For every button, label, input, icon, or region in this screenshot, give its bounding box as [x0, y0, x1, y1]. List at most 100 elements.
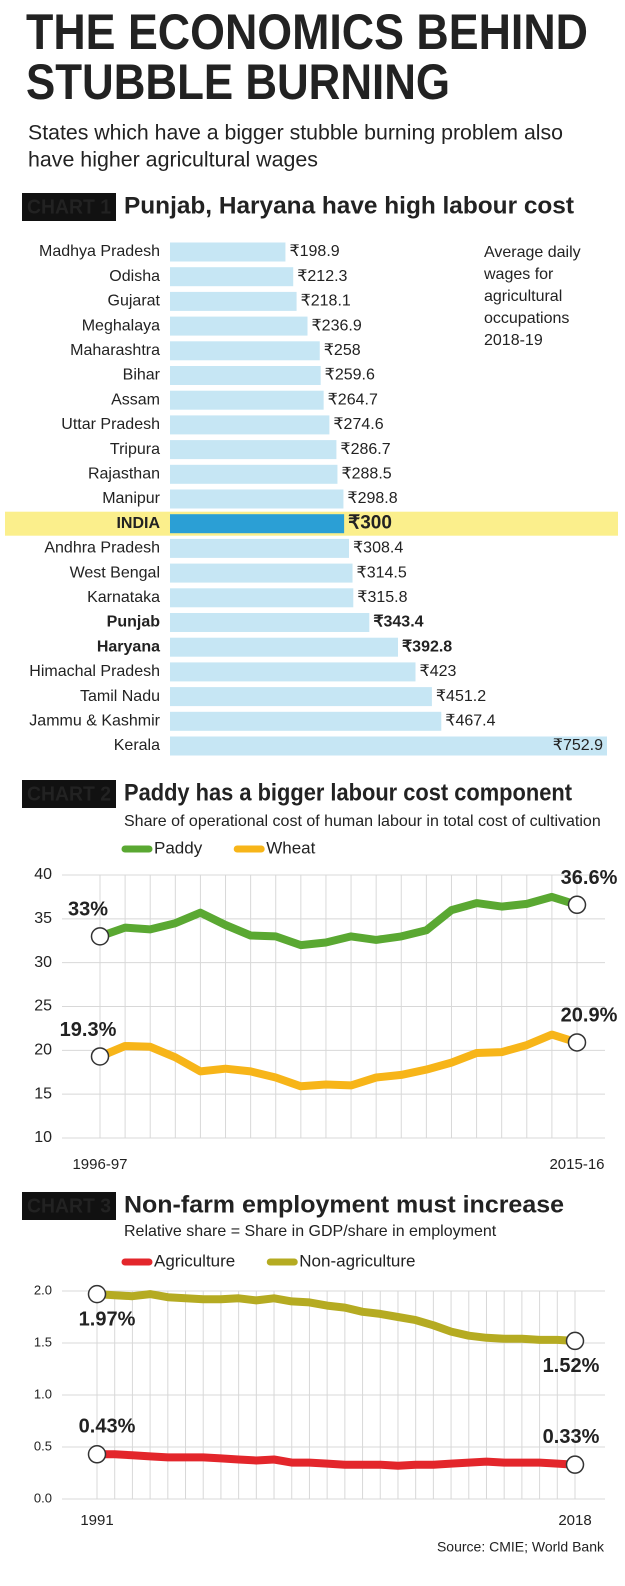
note: Average daily — [484, 244, 581, 261]
line — [96, 892, 581, 950]
chart-title: Paddy has a bigger labour cost component — [124, 779, 572, 806]
category-label: Tripura — [110, 441, 160, 458]
x-tick-label: 2015-16 — [549, 1156, 604, 1173]
value-label: 1.97% — [79, 1308, 136, 1330]
subtitle-line: have higher agricultural wages — [28, 149, 318, 172]
category-label: Andhra Pradesh — [44, 540, 160, 557]
line — [93, 1450, 579, 1470]
chart-label: CHART 2 — [27, 783, 111, 805]
end-point — [565, 1455, 585, 1474]
y-tick-label: 25 — [34, 998, 52, 1015]
legend-label: Agriculture — [154, 1251, 235, 1270]
y-tick-label: 30 — [34, 954, 52, 971]
category-label: West Bengal — [70, 564, 160, 581]
value-label: ₹300 — [348, 513, 392, 534]
value-label: ₹392.8 — [402, 638, 452, 655]
chart-label: CHART 3 — [27, 1195, 111, 1217]
y-tick-label: 35 — [34, 910, 52, 927]
category-label: INDIA — [116, 515, 160, 532]
y-tick-label: 10 — [34, 1129, 52, 1146]
value-label: ₹752.9 — [553, 737, 603, 754]
legend-label: Non-agriculture — [299, 1251, 415, 1270]
value-label: ₹288.5 — [341, 466, 391, 483]
bar — [170, 316, 308, 336]
bar — [170, 736, 607, 756]
legend-label: Wheat — [266, 838, 315, 857]
end-point — [567, 1033, 587, 1052]
source: Source: CMIE; World Bank — [437, 1539, 605, 1555]
value-label: 0.43% — [79, 1416, 136, 1438]
y-tick-label: 40 — [34, 866, 52, 883]
legend-label: Paddy — [154, 838, 203, 857]
bar — [170, 390, 324, 410]
value-label: 33% — [68, 899, 108, 921]
value-label: ₹315.8 — [357, 589, 407, 606]
category-label: Madhya Pradesh — [39, 243, 160, 260]
bar — [170, 464, 338, 484]
bar — [170, 341, 320, 361]
value-label: 1.52% — [543, 1355, 600, 1377]
note: 2018-19 — [484, 332, 543, 349]
end-point — [565, 1331, 585, 1351]
bar — [170, 440, 337, 460]
end-point — [87, 1284, 107, 1304]
y-tick-label: 0.0 — [34, 1490, 52, 1505]
x-tick-label: 1996-97 — [72, 1156, 127, 1173]
value-label: ₹258 — [324, 342, 361, 359]
subtitle-line: States which have a bigger stubble burni… — [28, 122, 563, 145]
title-line: THE ECONOMICS BEHIND — [26, 4, 588, 60]
value-label: ₹451.2 — [436, 688, 486, 705]
title-line: STUBBLE BURNING — [26, 54, 450, 110]
category-label: Bihar — [123, 367, 161, 384]
value-label: ₹298.8 — [347, 490, 397, 507]
value-label: ₹198.9 — [289, 243, 339, 260]
end-point — [567, 895, 587, 915]
category-label: Odisha — [109, 268, 160, 285]
y-tick-label: 2.0 — [34, 1282, 52, 1297]
y-tick-label: 20 — [34, 1042, 52, 1059]
value-label: ₹212.3 — [297, 268, 347, 285]
note: wages for — [483, 266, 554, 283]
category-label: Gujarat — [108, 293, 161, 310]
category-label: Uttar Pradesh — [61, 416, 160, 433]
y-tick-label: 1.0 — [34, 1386, 52, 1401]
value-label: ₹218.1 — [301, 293, 351, 310]
value-label: ₹343.4 — [373, 614, 423, 631]
bar — [170, 687, 432, 707]
end-point — [87, 1445, 107, 1464]
bar — [170, 662, 416, 682]
end-point — [90, 927, 110, 946]
value-label: ₹286.7 — [340, 441, 390, 458]
value-label: ₹423 — [420, 663, 457, 680]
category-label: Assam — [111, 391, 160, 408]
end-point — [90, 1047, 110, 1066]
value-label: ₹467.4 — [445, 713, 495, 730]
category-label: Manipur — [102, 490, 160, 507]
bar — [170, 267, 294, 287]
bar — [170, 563, 353, 583]
chart-subtitle: Share of operational cost of human labou… — [124, 813, 601, 830]
category-label: Himachal Pradesh — [29, 663, 160, 680]
category-label: Rajasthan — [88, 466, 160, 483]
note: occupations — [484, 310, 569, 327]
category-label: Meghalaya — [82, 317, 160, 334]
chart-title: Punjab, Haryana have high labour cost — [124, 192, 574, 219]
chart-label-box — [22, 1192, 116, 1220]
value-label: 19.3% — [60, 1019, 117, 1041]
x-tick-label: 1991 — [80, 1512, 113, 1529]
category-label: Karnataka — [87, 589, 160, 606]
x-tick-label: 2018 — [558, 1512, 591, 1529]
value-label: ₹236.9 — [312, 317, 362, 334]
bar — [170, 291, 297, 311]
category-label: Punjab — [107, 614, 161, 631]
chart-label: CHART 1 — [27, 196, 111, 218]
value-label: 20.9% — [561, 1005, 618, 1027]
bar — [170, 489, 344, 509]
category-label: Tamil Nadu — [80, 688, 160, 705]
value-label: 0.33% — [543, 1426, 600, 1448]
y-tick-label: 0.5 — [34, 1438, 52, 1453]
value-label: ₹274.6 — [333, 416, 383, 433]
value-label: ₹314.5 — [357, 564, 407, 581]
y-tick-label: 15 — [34, 1085, 52, 1102]
